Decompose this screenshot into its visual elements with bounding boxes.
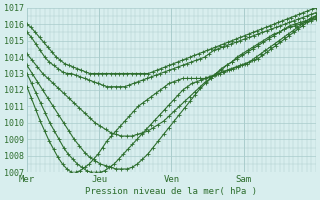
X-axis label: Pression niveau de la mer( hPa ): Pression niveau de la mer( hPa ) — [85, 187, 257, 196]
